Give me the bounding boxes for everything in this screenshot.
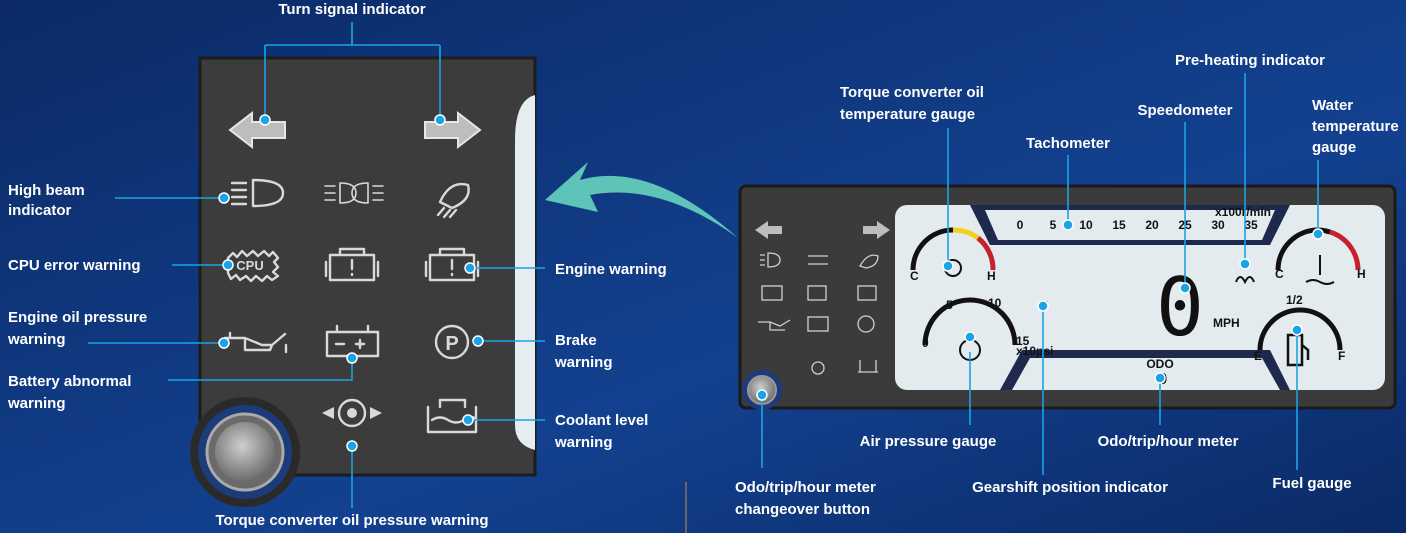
tach-number: 15: [1112, 218, 1126, 232]
odo-label: ODO: [1146, 357, 1173, 371]
tach-number: 35: [1244, 218, 1258, 232]
gauge-label: E: [1254, 349, 1262, 363]
tach-number: 20: [1145, 218, 1159, 232]
tach-number: 0: [1017, 218, 1024, 232]
gauge-label: C: [1275, 267, 1284, 281]
callout-label: Odo/trip/hour meter: [1098, 433, 1239, 450]
callout-label: Tachometer: [1026, 135, 1110, 152]
callout-label: Pre-heating indicator: [1175, 52, 1325, 69]
callout-label: Engine warning: [555, 261, 667, 278]
gauge-label: 1/2: [1286, 293, 1303, 307]
gauge-label: F: [1338, 349, 1345, 363]
callout-label: Gearshift position indicator: [972, 479, 1168, 496]
gauge-label: C: [910, 269, 919, 283]
gauge-label: H: [1357, 267, 1366, 281]
callout-label: Torque converter oil pressure warning: [215, 512, 488, 529]
tach-number: 10: [1079, 218, 1093, 232]
tach-number: 5: [1050, 218, 1057, 232]
gauge-label: 5: [946, 298, 953, 312]
tach-unit: x100r/min: [1215, 205, 1271, 219]
callout-label: Turn signal indicator: [278, 1, 425, 18]
diagram: CPU P Turn signal indicator High beamind…: [0, 0, 1406, 533]
callout-label: Air pressure gauge: [860, 433, 997, 450]
icon-text: CPU: [236, 258, 263, 273]
speed-unit: MPH: [1213, 316, 1240, 330]
gauge-label: 0: [922, 336, 929, 350]
left-panel: CPU P: [190, 58, 535, 507]
callout-label: Fuel gauge: [1272, 475, 1351, 492]
gauge-label: x10psi: [1016, 344, 1053, 358]
tach-number: 30: [1211, 218, 1225, 232]
callout-label: CPU error warning: [8, 257, 141, 274]
gauge-label: 10: [988, 296, 1002, 310]
callout-label: Speedometer: [1137, 102, 1232, 119]
speed-digit: 0: [1156, 261, 1204, 354]
gauge-label: H: [987, 269, 996, 283]
icon-text: P: [445, 333, 458, 355]
